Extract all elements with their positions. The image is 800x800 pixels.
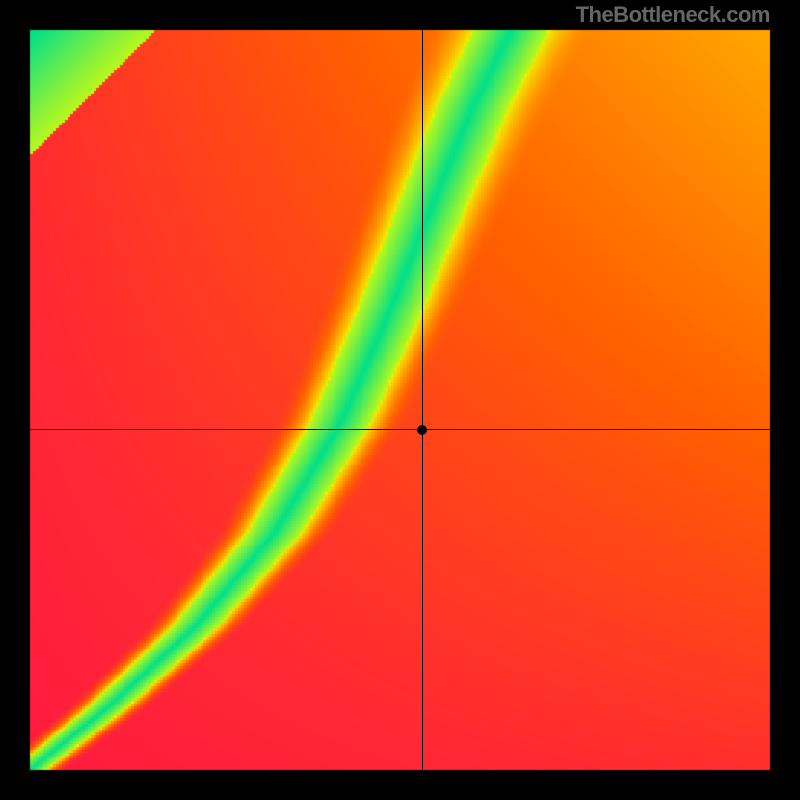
- heatmap-canvas: [0, 0, 800, 800]
- crosshair-marker: [417, 425, 427, 435]
- crosshair-vertical: [422, 30, 423, 770]
- watermark-text: TheBottleneck.com: [576, 2, 770, 28]
- chart-container: TheBottleneck.com: [0, 0, 800, 800]
- crosshair-horizontal: [30, 429, 770, 430]
